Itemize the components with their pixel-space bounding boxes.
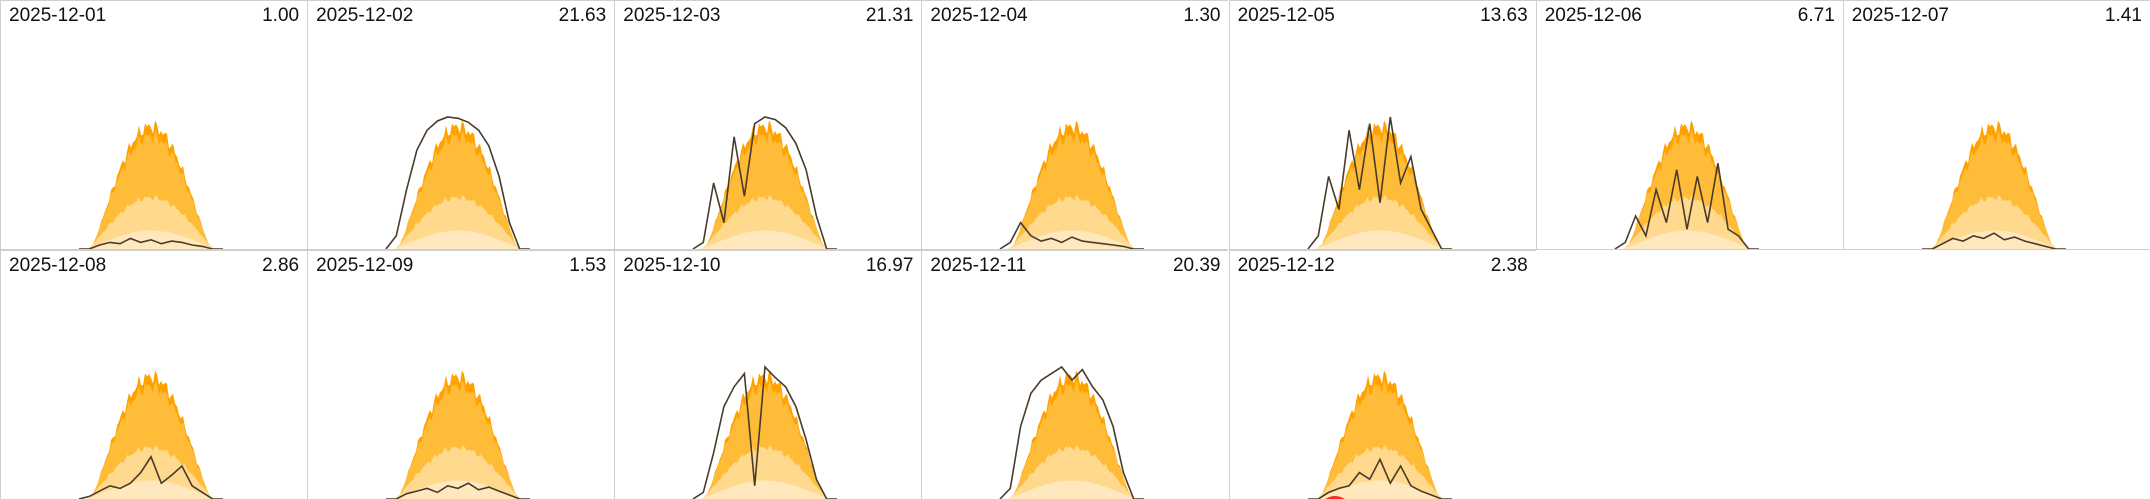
day-panel: 2025-12-07 1.41 [1842,0,2150,250]
potential-inner-area [79,444,223,499]
potential-low-area [386,480,531,499]
day-panel: 2025-12-01 1.00 [0,0,308,250]
day-panel: 2025-12-08 2.86 [0,249,308,499]
actual-production-line [1307,457,1452,499]
day-panel-total: 1.41 [2104,5,2142,26]
day-panel-plot [1,120,308,250]
day-panel-total: 2.86 [262,254,300,276]
day-panel-date: 2025-12-12 [1237,254,1335,276]
actual-production-line [1306,116,1452,250]
day-panel-date: 2025-12-10 [623,254,721,276]
potential-inner-area [79,195,223,249]
actual-production-line [999,221,1145,250]
day-panel-total: 21.63 [558,5,607,26]
day-panel-total: 20.39 [1172,254,1221,276]
day-panel-plot [1536,120,1843,250]
day-panel-date: 2025-12-05 [1237,5,1335,26]
day-panel-plot [615,364,922,499]
potential-inner-area [386,195,531,249]
day-panel: 2025-12-06 6.71 [1535,0,1843,250]
potential-low-area [1307,230,1452,249]
potential-inner-area [693,444,838,499]
day-panel-date: 2025-12-07 [1851,5,1949,26]
day-panel: 2025-12-04 1.30 [921,0,1229,250]
day-panel: 2025-12-03 21.31 [614,0,922,250]
potential-low-area [1307,480,1452,499]
day-panel-date: 2025-12-01 [9,5,107,26]
potential-inner-area [1307,195,1452,249]
potential-inner-area [1000,444,1145,499]
day-panel-date: 2025-12-06 [1544,5,1642,26]
potential-low-area [386,230,531,249]
potential-low-area [79,480,223,499]
day-panel-total: 1.00 [262,5,300,26]
day-panel-plot [1843,120,2150,250]
day-panel-plot [615,116,922,250]
day-panel-total: 16.97 [865,254,914,276]
day-panel-plot [922,365,1229,499]
day-panel-plot [1,369,308,499]
day-panel-date: 2025-12-08 [9,254,107,276]
day-panel: 2025-12-02 21.63 [307,0,615,250]
day-panel: 2025-12-11 20.39 [921,249,1229,499]
potential-inner-area [386,444,531,499]
day-panel-plot [922,120,1229,250]
potential-low-area [1000,480,1145,499]
potential-low-area [1921,230,2066,249]
day-panel-date: 2025-12-03 [623,5,721,26]
day-panel-date: 2025-12-02 [316,5,414,26]
potential-inner-area [693,195,838,249]
day-panel-total: 1.53 [569,254,607,276]
potential-inner-area [1307,444,1452,499]
actual-production-line [1921,232,2066,250]
warning-marker [1324,495,1345,499]
day-panel: 2025-12-05 13.63 [1228,0,1536,250]
potential-low-area [1614,230,1759,249]
actual-production-line [999,365,1145,499]
day-panel: 2025-12-10 16.97 [614,249,922,499]
day-panel-plot [1229,116,1536,250]
day-panel-total: 1.30 [1183,5,1221,26]
day-panel-plot [308,369,615,499]
actual-production-line [692,116,838,250]
actual-production-line [1614,163,1759,250]
day-panel-total: 13.63 [1480,5,1528,26]
potential-low-area [693,230,838,249]
day-panel-plot [1229,369,1536,499]
potential-inner-area [1614,195,1759,249]
potential-inner-area [1000,195,1145,249]
actual-production-line [79,237,223,250]
day-panel-total: 2.38 [1490,254,1528,276]
day-panel-date: 2025-12-09 [316,254,414,276]
day-panel-total: 6.71 [1797,5,1835,26]
potential-inner-area [1921,195,2066,249]
day-panel-date: 2025-12-11 [930,254,1027,276]
actual-production-line [386,481,531,499]
day-panel: 2025-12-12 2.38 [1228,249,1536,499]
potential-low-area [693,480,838,499]
actual-production-line [692,364,838,499]
day-panel-plot [308,116,615,250]
actual-production-line [385,116,531,250]
day-panel-date: 2025-12-04 [930,5,1028,26]
day-panel: 2025-12-09 1.53 [307,249,615,499]
day-panel-total: 21.31 [865,5,914,26]
actual-production-line [78,454,223,499]
